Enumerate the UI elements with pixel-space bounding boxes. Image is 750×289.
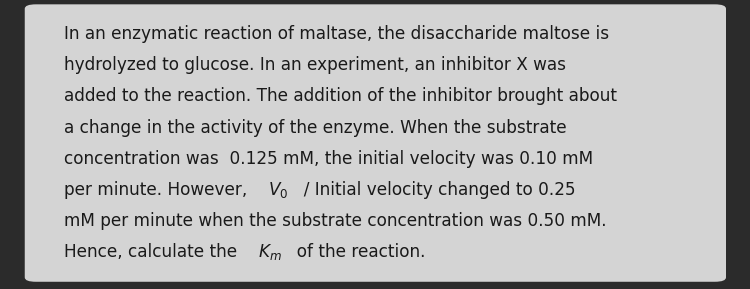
Text: added to the reaction. The addition of the inhibitor brought about: added to the reaction. The addition of t… <box>64 88 616 105</box>
Text: / Initial velocity changed to 0.25: / Initial velocity changed to 0.25 <box>292 181 575 199</box>
Text: of the reaction.: of the reaction. <box>286 244 425 262</box>
Text: Hence, calculate the: Hence, calculate the <box>64 244 258 262</box>
Text: In an enzymatic reaction of maltase, the disaccharide maltose is: In an enzymatic reaction of maltase, the… <box>64 25 609 43</box>
Text: concentration was  0.125 mM, the initial velocity was 0.10 mM: concentration was 0.125 mM, the initial … <box>64 150 592 168</box>
Text: mM per minute when the substrate concentration was 0.50 mM.: mM per minute when the substrate concent… <box>64 212 606 230</box>
Text: per minute. However,: per minute. However, <box>64 181 268 199</box>
Text: a change in the activity of the enzyme. When the substrate: a change in the activity of the enzyme. … <box>64 119 566 137</box>
Text: $K_m$: $K_m$ <box>258 242 282 262</box>
Text: $V_0$: $V_0$ <box>268 180 289 200</box>
Text: hydrolyzed to glucose. In an experiment, an inhibitor X was: hydrolyzed to glucose. In an experiment,… <box>64 56 566 74</box>
